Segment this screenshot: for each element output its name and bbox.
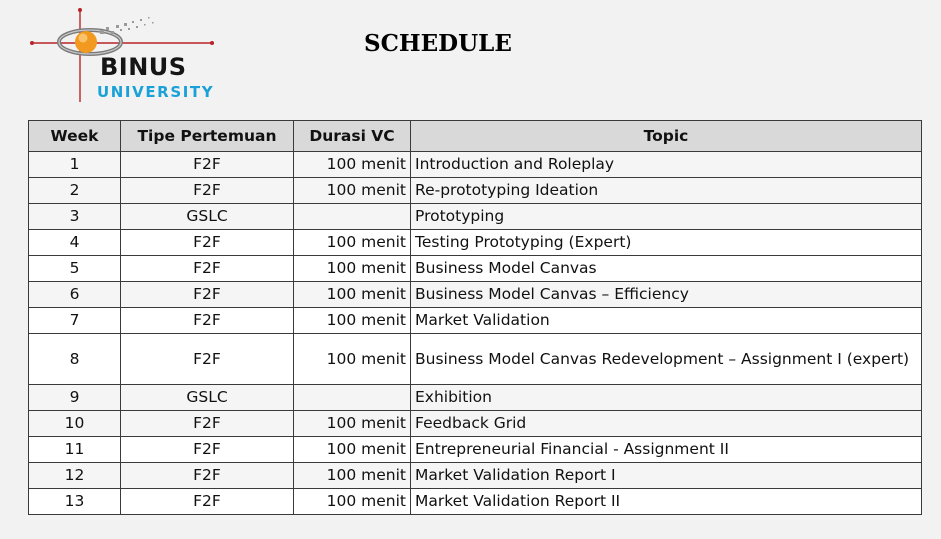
tipe-cell: F2F xyxy=(120,281,294,308)
tipe-cell: F2F xyxy=(120,229,294,256)
topic-cell: Market Validation Report II xyxy=(410,488,922,515)
durasi-cell: 100 menit xyxy=(293,229,411,256)
topic-cell: Introduction and Roleplay xyxy=(410,151,922,178)
table-row: 2 F2F 100 menit Re-prototyping Ideation xyxy=(28,177,922,204)
tipe-cell: F2F xyxy=(120,151,294,178)
durasi-cell: 100 menit xyxy=(293,307,411,334)
week-cell: 3 xyxy=(28,203,121,230)
week-cell: 1 xyxy=(28,151,121,178)
table-row: 3 GSLC Prototyping xyxy=(28,203,922,230)
tipe-cell: F2F xyxy=(120,177,294,204)
header-week: Week xyxy=(28,120,121,152)
topic-cell: Re-prototyping Ideation xyxy=(410,177,922,204)
durasi-cell: 100 menit xyxy=(293,281,411,308)
week-cell: 6 xyxy=(28,281,121,308)
topic-cell: Business Model Canvas xyxy=(410,255,922,282)
header-topic: Topic xyxy=(410,120,922,152)
table-row: 4 F2F 100 menit Testing Prototyping (Exp… xyxy=(28,229,922,256)
page-title: SCHEDULE xyxy=(364,30,512,57)
week-cell: 12 xyxy=(28,462,121,489)
week-cell: 11 xyxy=(28,436,121,463)
table-row: 5 F2F 100 menit Business Model Canvas xyxy=(28,255,922,282)
tipe-cell: GSLC xyxy=(120,203,294,230)
durasi-cell: 100 menit xyxy=(293,410,411,437)
tipe-cell: F2F xyxy=(120,488,294,515)
durasi-cell: 100 menit xyxy=(293,151,411,178)
week-cell: 8 xyxy=(28,333,121,385)
durasi-cell: 100 menit xyxy=(293,333,411,385)
topic-cell: Business Model Canvas Redevelopment – As… xyxy=(410,333,922,385)
table-row: 9 GSLC Exhibition xyxy=(28,384,922,411)
header-tipe-pertemuan: Tipe Pertemuan xyxy=(120,120,294,152)
durasi-cell: 100 menit xyxy=(293,462,411,489)
table-row: 12 F2F 100 menit Market Validation Repor… xyxy=(28,462,922,489)
tipe-cell: F2F xyxy=(120,307,294,334)
week-cell: 2 xyxy=(28,177,121,204)
topic-cell: Prototyping xyxy=(410,203,922,230)
week-cell: 10 xyxy=(28,410,121,437)
durasi-cell xyxy=(293,203,411,230)
week-cell: 7 xyxy=(28,307,121,334)
schedule-table: Week Tipe Pertemuan Durasi VC Topic 1 F2… xyxy=(28,120,922,515)
table-row: 1 F2F 100 menit Introduction and Rolepla… xyxy=(28,151,922,178)
tipe-cell: F2F xyxy=(120,436,294,463)
topic-cell: Entrepreneurial Financial - Assignment I… xyxy=(410,436,922,463)
durasi-cell xyxy=(293,384,411,411)
week-cell: 4 xyxy=(28,229,121,256)
week-cell: 9 xyxy=(28,384,121,411)
durasi-cell: 100 menit xyxy=(293,436,411,463)
week-cell: 13 xyxy=(28,488,121,515)
table-row: 7 F2F 100 menit Market Validation xyxy=(28,307,922,334)
tipe-cell: F2F xyxy=(120,410,294,437)
durasi-cell: 100 menit xyxy=(293,177,411,204)
topic-cell: Feedback Grid xyxy=(410,410,922,437)
tipe-cell: GSLC xyxy=(120,384,294,411)
topic-cell: Market Validation xyxy=(410,307,922,334)
logo-wordmark: BINUS xyxy=(100,53,187,81)
tipe-cell: F2F xyxy=(120,255,294,282)
topic-cell: Testing Prototyping (Expert) xyxy=(410,229,922,256)
logo-subtitle: UNIVERSITY xyxy=(97,83,215,101)
header-durasi-vc: Durasi VC xyxy=(293,120,411,152)
table-row: 6 F2F 100 menit Business Model Canvas – … xyxy=(28,281,922,308)
durasi-cell: 100 menit xyxy=(293,255,411,282)
table-row: 13 F2F 100 menit Market Validation Repor… xyxy=(28,488,922,515)
binus-university-logo: BINUS UNIVERSITY xyxy=(28,6,243,106)
binus-emblem-icon xyxy=(30,8,214,102)
tipe-cell: F2F xyxy=(120,333,294,385)
topic-cell: Exhibition xyxy=(410,384,922,411)
durasi-cell: 100 menit xyxy=(293,488,411,515)
table-header-row: Week Tipe Pertemuan Durasi VC Topic xyxy=(28,120,922,152)
table-row: 8 F2F 100 menit Business Model Canvas Re… xyxy=(28,333,922,385)
tipe-cell: F2F xyxy=(120,462,294,489)
week-cell: 5 xyxy=(28,255,121,282)
table-row: 11 F2F 100 menit Entrepreneurial Financi… xyxy=(28,436,922,463)
topic-cell: Market Validation Report I xyxy=(410,462,922,489)
table-row: 10 F2F 100 menit Feedback Grid xyxy=(28,410,922,437)
topic-cell: Business Model Canvas – Efficiency xyxy=(410,281,922,308)
